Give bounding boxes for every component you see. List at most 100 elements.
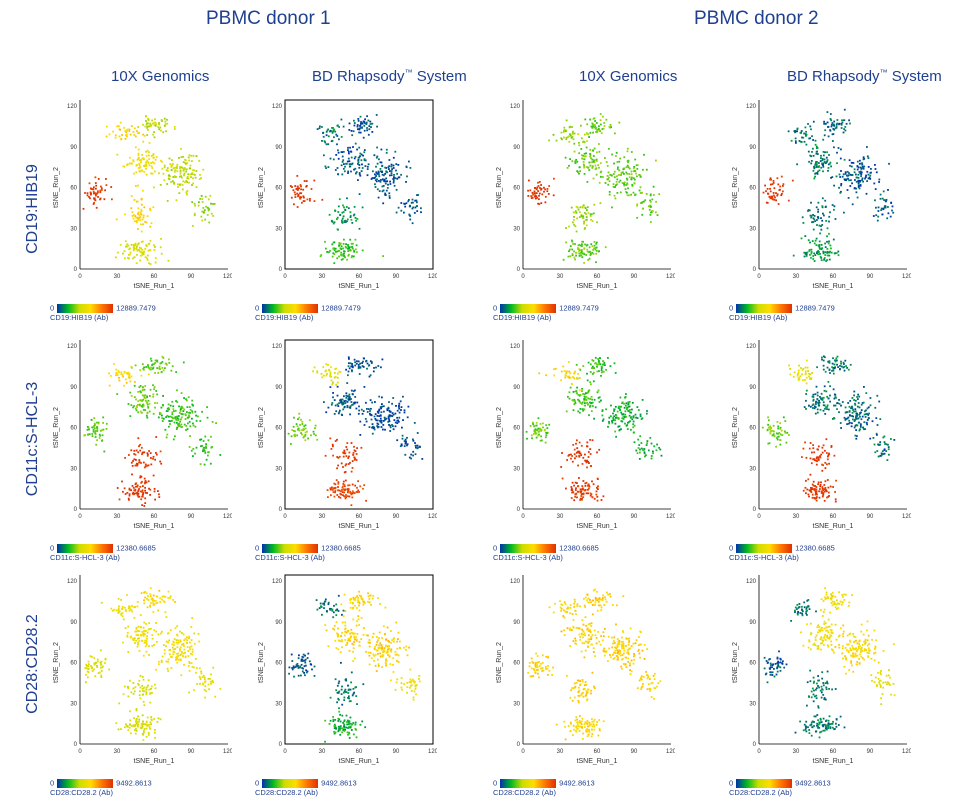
cell-point — [356, 244, 358, 246]
cell-point — [349, 147, 351, 149]
cell-point — [847, 178, 849, 180]
cell-point — [345, 446, 347, 448]
cell-point — [145, 244, 147, 246]
cell-point — [630, 412, 632, 414]
cell-point — [349, 414, 351, 416]
cell-point — [857, 394, 859, 396]
cell-point — [819, 253, 821, 255]
cell-point — [183, 397, 185, 399]
cell-point — [207, 417, 209, 419]
cell-point — [824, 413, 826, 415]
y-tick-label: 120 — [510, 344, 521, 350]
cell-point — [615, 406, 617, 408]
cell-point — [616, 181, 618, 183]
cell-point — [358, 132, 360, 134]
y-tick-label: 120 — [272, 344, 283, 350]
cell-point — [597, 358, 599, 360]
cell-point — [356, 625, 358, 627]
cell-point — [600, 162, 602, 164]
cell-point — [811, 215, 813, 217]
cell-point — [874, 451, 876, 453]
cell-point — [142, 690, 144, 692]
cell-point — [148, 480, 150, 482]
cell-point — [358, 410, 360, 412]
cell-point — [396, 189, 398, 191]
cell-point — [588, 362, 590, 364]
cell-point — [767, 443, 769, 445]
cell-point — [176, 389, 178, 391]
cell-point — [166, 437, 168, 439]
cell-point — [598, 250, 600, 252]
cell-point — [838, 123, 840, 125]
cell-point — [606, 119, 608, 121]
cell-point — [153, 131, 155, 133]
cell-point — [340, 252, 342, 254]
cell-point — [124, 130, 126, 132]
cell-point — [566, 371, 568, 373]
cell-point — [145, 366, 147, 368]
cell-point — [135, 217, 137, 219]
cell-point — [122, 374, 124, 376]
cell-point — [821, 224, 823, 226]
cell-point — [191, 646, 193, 648]
cell-point — [381, 397, 383, 399]
cell-point — [375, 175, 377, 177]
y-tick-label: 90 — [70, 145, 77, 151]
cell-point — [152, 123, 154, 125]
row-label-cd28: CD28:CD28.2 — [24, 564, 42, 764]
cell-point — [342, 218, 344, 220]
cell-point — [866, 193, 868, 195]
cell-point — [302, 668, 304, 670]
cell-point — [378, 426, 380, 428]
cell-point — [199, 683, 201, 685]
cell-point — [406, 437, 408, 439]
x-tick-label: 60 — [594, 514, 601, 520]
cell-point — [298, 187, 300, 189]
cell-point — [148, 243, 150, 245]
cell-point — [828, 154, 830, 156]
cell-point — [195, 426, 197, 428]
cell-point — [342, 399, 344, 401]
cell-point — [625, 393, 627, 395]
cell-point — [607, 357, 609, 359]
cell-point — [828, 255, 830, 257]
cell-point — [407, 416, 409, 418]
cell-point — [334, 372, 336, 374]
cell-point — [117, 252, 119, 254]
cell-point — [115, 369, 117, 371]
cell-point — [345, 463, 347, 465]
cell-point — [358, 361, 360, 363]
cell-point — [199, 420, 201, 422]
cell-point — [370, 408, 372, 410]
cell-point — [377, 163, 379, 165]
cell-point — [160, 718, 162, 720]
cell-point — [162, 420, 164, 422]
cell-point — [373, 367, 375, 369]
cell-point — [798, 372, 800, 374]
cell-point — [146, 134, 148, 136]
cell-point — [396, 439, 398, 441]
cell-point — [288, 673, 290, 675]
cell-point — [576, 170, 578, 172]
y-tick-label: 120 — [67, 344, 78, 350]
cell-point — [133, 726, 135, 728]
cell-point — [801, 238, 803, 240]
cell-point — [526, 431, 528, 433]
cell-point — [796, 128, 798, 130]
cell-point — [816, 238, 818, 240]
cell-point — [827, 126, 829, 128]
cell-point — [148, 488, 150, 490]
cell-point — [858, 422, 860, 424]
cell-point — [154, 249, 156, 251]
cell-point — [564, 377, 566, 379]
cell-point — [610, 365, 612, 367]
cell-point — [212, 215, 214, 217]
cell-point — [188, 416, 190, 418]
cell-point — [129, 157, 131, 159]
cell-point — [638, 409, 640, 411]
cell-point — [417, 447, 419, 449]
cell-point — [351, 219, 353, 221]
cell-point — [563, 259, 565, 261]
cell-point — [632, 426, 634, 428]
cell-point — [136, 254, 138, 256]
